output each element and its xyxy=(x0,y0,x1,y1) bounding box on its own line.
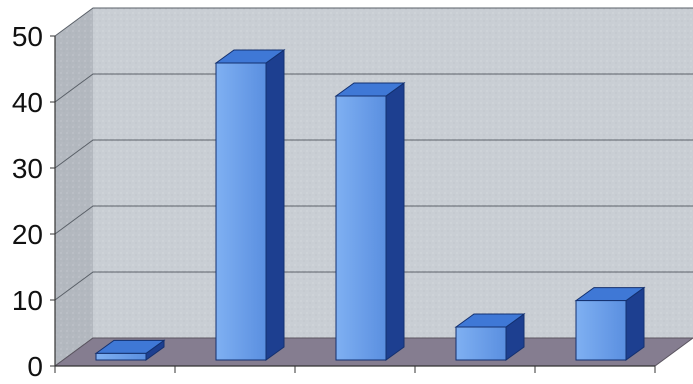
gridline xyxy=(54,205,693,235)
y-tick-label: 50 xyxy=(12,21,43,52)
bars xyxy=(94,49,646,361)
bar xyxy=(574,286,646,361)
bar-front-face xyxy=(335,95,387,361)
gridline xyxy=(54,7,693,37)
bar xyxy=(94,339,166,361)
bar-side-face xyxy=(385,82,405,361)
y-tick-label: 20 xyxy=(12,219,43,250)
bar xyxy=(334,82,406,361)
y-axis-tick-labels: 0 10 20 30 40 50 xyxy=(12,21,55,382)
y-tick-label: 10 xyxy=(12,285,43,316)
bar-front-face xyxy=(455,326,507,361)
bar-side-face xyxy=(265,49,285,361)
side-wall-texture xyxy=(55,8,93,366)
bar-front-face xyxy=(215,62,267,361)
bar-front-face xyxy=(575,300,627,361)
bar xyxy=(454,313,526,361)
y-tick-label: 0 xyxy=(27,351,43,379)
gridline xyxy=(54,271,693,301)
y-tick-label: 40 xyxy=(12,87,43,118)
x-axis-ticks xyxy=(54,366,656,373)
axes xyxy=(54,36,655,367)
gridline xyxy=(54,73,693,103)
y-tick-label: 30 xyxy=(12,153,43,184)
bar-front-face xyxy=(95,352,147,361)
bar xyxy=(214,49,286,361)
gridline xyxy=(54,139,693,169)
